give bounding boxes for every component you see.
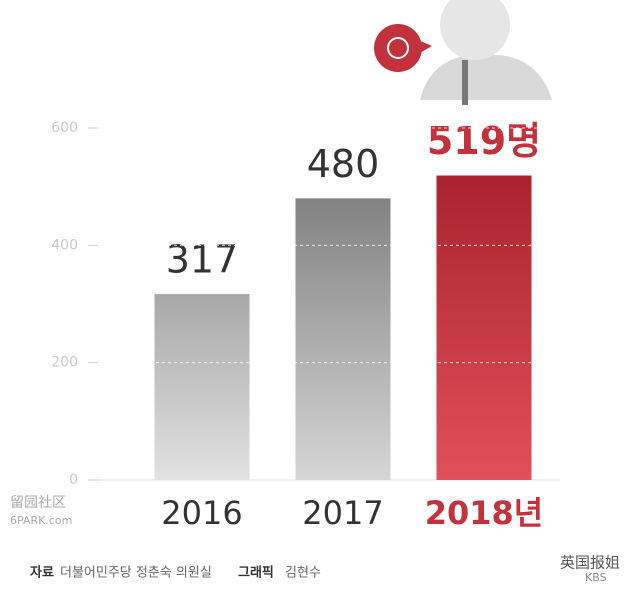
source-label: 자료 — [30, 566, 54, 581]
x-tick-label: 2018년 — [425, 494, 544, 532]
illustration — [374, 0, 552, 105]
bar — [295, 198, 391, 480]
watermark: 英国报姐 — [560, 554, 620, 572]
graphic: 김현수 — [285, 566, 321, 581]
bar — [436, 175, 532, 480]
x-tick-label: 2017 — [302, 494, 383, 532]
value-label: 519명 — [427, 119, 541, 163]
y-tick-label: 400 — [51, 237, 78, 253]
value-label: 480 — [307, 142, 380, 186]
y-tick-label: 0 — [69, 472, 78, 488]
value-label: 317 — [166, 238, 239, 282]
x-tick-label: 2016 — [161, 494, 242, 532]
graphic-label: 그래픽 — [238, 565, 274, 581]
watermark: KBS — [585, 571, 607, 584]
bar — [154, 294, 250, 480]
watermark: 留园社区 — [10, 495, 66, 511]
y-tick-label: 200 — [51, 355, 78, 371]
y-tick-label: 600 — [51, 120, 78, 136]
watermark: 6PARK.com — [10, 514, 72, 527]
source: 더불어민주당 정춘숙 의원실 — [60, 566, 212, 581]
